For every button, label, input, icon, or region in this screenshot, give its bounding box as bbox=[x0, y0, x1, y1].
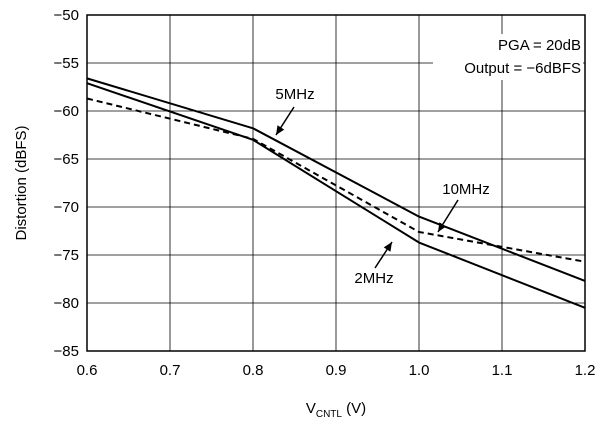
arrow-10mhz-head bbox=[438, 222, 447, 232]
arrow-5mhz-head bbox=[276, 125, 285, 135]
y-tick-label: −60 bbox=[54, 103, 79, 120]
x-tick-label: 0.8 bbox=[243, 362, 264, 379]
x-tick-label: 1.0 bbox=[409, 362, 430, 379]
series-label-5mhz: 5MHz bbox=[275, 86, 314, 103]
series-line-5mhz bbox=[86, 77, 586, 282]
plot-frame bbox=[86, 14, 586, 352]
x-tick-label: 1.2 bbox=[575, 362, 596, 379]
series-line-2mhz bbox=[86, 82, 586, 309]
x-axis-label: VCNTL (V) bbox=[306, 400, 366, 419]
x-tick-label: 0.9 bbox=[326, 362, 347, 379]
y-tick-label: −70 bbox=[54, 199, 79, 216]
label-layer: Distortion (dBFS) VCNTL (V) PGA = 20dB O… bbox=[13, 34, 583, 420]
annotation-pga: PGA = 20dB bbox=[498, 37, 581, 54]
series-label-10mhz: 10MHz bbox=[442, 181, 490, 198]
y-tick-label: −50 bbox=[54, 7, 79, 24]
y-tick-label: −80 bbox=[54, 295, 79, 312]
x-axis-label-sub: CNTL bbox=[316, 409, 343, 419]
series-layer bbox=[86, 77, 586, 309]
x-tick-label: 0.7 bbox=[160, 362, 181, 379]
y-tick-label: −85 bbox=[54, 343, 79, 360]
x-tick-label: 0.6 bbox=[77, 362, 98, 379]
series-line-10mhz bbox=[86, 97, 586, 263]
tick-layer: 0.6 0.7 0.8 0.9 1.0 1.1 1.2 −50 −55 −60 −65 −70 −75 −… bbox=[54, 7, 596, 379]
series-label-2mhz: 2MHz bbox=[354, 270, 393, 287]
x-axis-label-main: V bbox=[306, 400, 316, 417]
arrow-2mhz-head bbox=[383, 242, 392, 252]
annotation-output: Output = −6dBFS bbox=[464, 60, 581, 77]
x-tick-label: 1.1 bbox=[492, 362, 513, 379]
annotation-background bbox=[433, 34, 583, 80]
x-axis-label-unit: (V) bbox=[342, 400, 366, 417]
y-tick-label: −65 bbox=[54, 151, 79, 168]
y-tick-label: −55 bbox=[54, 55, 79, 72]
callout-layer: 5MHz 10MHz 2MHz bbox=[275, 86, 490, 287]
y-axis-label: Distortion (dBFS) bbox=[13, 125, 30, 240]
y-tick-label: −75 bbox=[54, 247, 79, 264]
